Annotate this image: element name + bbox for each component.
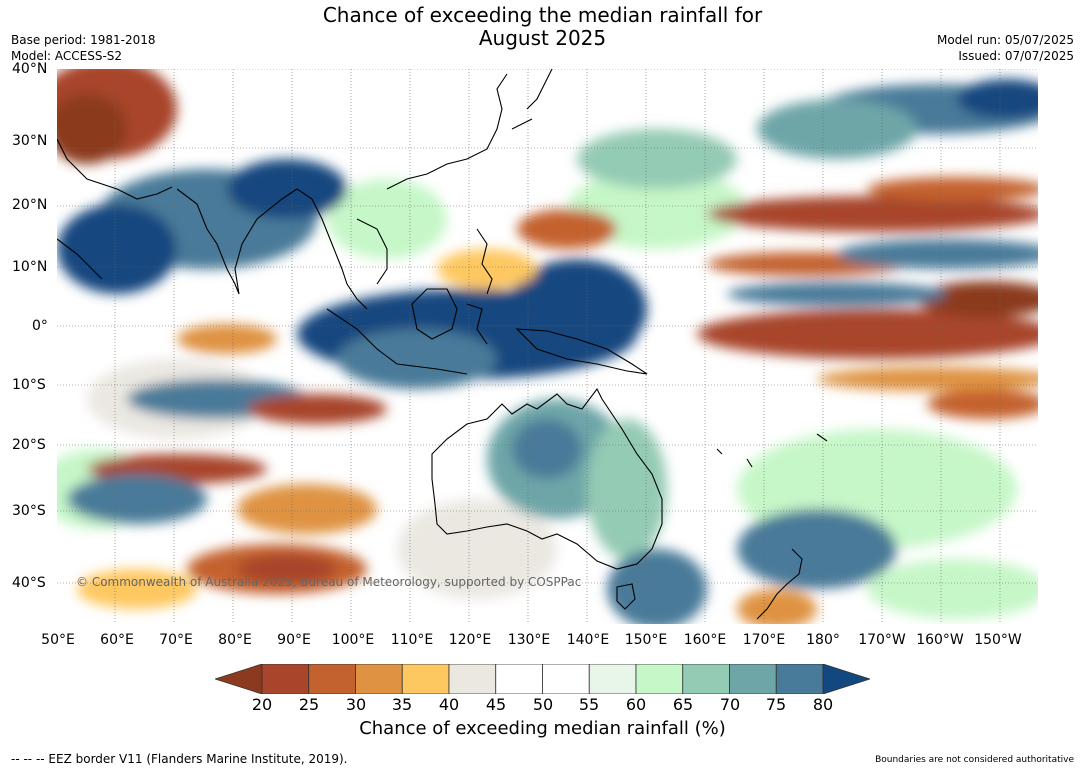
colorbar-segment [401,663,450,695]
lon-label: 160°E [683,632,727,648]
lon-label: 150°W [974,632,1022,648]
meta-left: Base period: 1981-2018 Model: ACCESS-S2 [11,32,156,64]
issued-date: Issued: 07/07/2025 [958,49,1074,63]
colorbar-tick: 55 [578,695,600,714]
colorbar-segment [682,663,730,695]
colorbar-tick: 65 [672,695,694,714]
colorbar-segment [729,663,777,695]
colorbar-tick: 50 [532,695,554,714]
lat-label: 40°N [12,61,48,77]
lat-label: 20°N [12,197,48,213]
copyright-note: © Commonwealth of Australia 2025, Bureau… [76,575,582,589]
rainfall-map [57,69,1038,624]
lat-label: 10°N [12,259,48,275]
colorbar-tick: 40 [438,695,460,714]
model-run: Model run: 05/07/2025 [936,33,1074,47]
boundary-disclaimer: Boundaries are not considered authoritat… [875,755,1074,765]
colorbar-segment [448,663,497,695]
lon-label: 80°E [218,632,252,648]
colorbar-tick: 35 [391,695,413,714]
lat-label: 30°S [12,503,46,519]
colorbar [213,663,872,695]
lat-label: 0° [32,318,48,334]
lat-label: 30°N [12,133,48,149]
lat-label: 10°S [12,377,46,393]
lon-label: 170°W [858,632,906,648]
lon-label: 130°E [507,632,551,648]
lon-label: 180° [806,632,840,648]
lon-label: 60°E [100,632,134,648]
lon-label: 150°E [624,632,668,648]
colorbar-extend-low [213,663,263,695]
colorbar-segment [588,663,637,695]
lon-label: 140°E [566,632,610,648]
colorbar-extend-high [822,663,872,695]
lon-label: 90°E [277,632,311,648]
lon-label: 170°E [742,632,786,648]
lon-label: 120°E [448,632,492,648]
colorbar-label: Chance of exceeding median rainfall (%) [359,718,726,739]
lon-label: 70°E [159,632,193,648]
lat-label: 40°S [12,575,46,591]
colorbar-tick: 45 [485,695,507,714]
colorbar-tick: 25 [298,695,320,714]
colorbar-svg [213,663,872,695]
colorbar-segment [542,663,590,695]
colorbar-segment [495,663,543,695]
lon-label: 160°W [916,632,964,648]
lon-label: 110°E [390,632,434,648]
colorbar-tick: 70 [719,695,741,714]
lon-label: 50°E [41,632,75,648]
colorbar-segment [775,663,824,695]
colorbar-tick: 75 [765,695,787,714]
title-line-1: Chance of exceeding the median rainfall … [322,3,763,27]
lon-label: 100°E [331,632,375,648]
colorbar-tick: 30 [345,695,367,714]
base-period: Base period: 1981-2018 [11,33,156,47]
colorbar-segment [355,663,403,695]
colorbar-segment [308,663,356,695]
colorbar-tick: 80 [812,695,834,714]
coastlines [57,69,828,620]
rainfall-anomaly-field [57,69,1038,624]
meta-right: Model run: 05/07/2025 Issued: 07/07/2025 [937,32,1074,64]
title-line-2: August 2025 [478,26,607,50]
model-name: Model: ACCESS-S2 [11,49,123,63]
colorbar-segment [635,663,684,695]
map-title: Chance of exceeding the median rainfall … [0,4,1085,50]
colorbar-tick: 20 [251,695,273,714]
lat-label: 20°S [12,437,46,453]
colorbar-tick: 60 [625,695,647,714]
colorbar-segment [261,663,310,695]
eez-legend: -- -- -- EEZ border V11 (Flanders Marine… [11,752,348,766]
